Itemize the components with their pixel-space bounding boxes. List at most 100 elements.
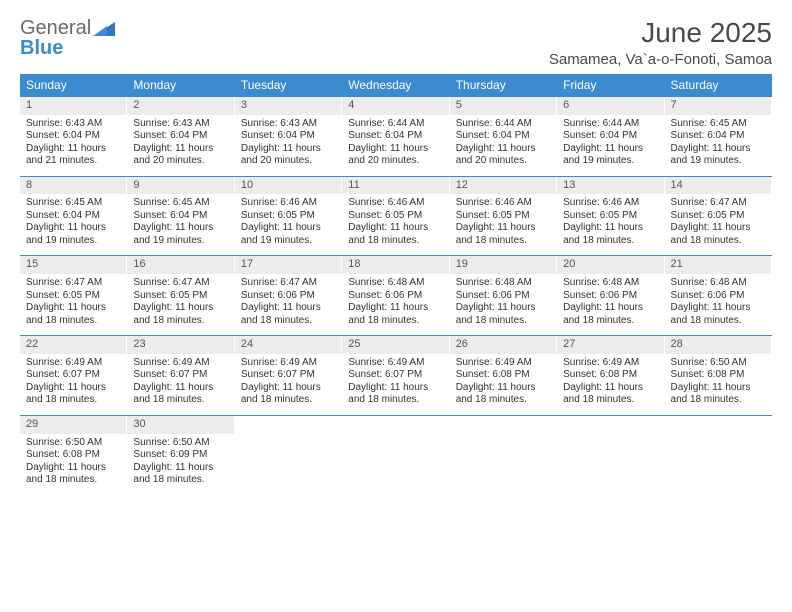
sunset-text: Sunset: 6:06 PM xyxy=(563,290,658,303)
sunset-text: Sunset: 6:05 PM xyxy=(241,210,336,223)
day-content: Sunrise: 6:49 AMSunset: 6:08 PMDaylight:… xyxy=(450,354,557,415)
daylight-text: Daylight: 11 hours xyxy=(456,143,551,156)
daylight-text: and 18 minutes. xyxy=(456,235,551,248)
sunset-text: Sunset: 6:08 PM xyxy=(456,369,551,382)
dow-header: Tuesday xyxy=(235,74,342,97)
daylight-text: and 18 minutes. xyxy=(26,315,121,328)
day-content: Sunrise: 6:45 AMSunset: 6:04 PMDaylight:… xyxy=(20,194,127,255)
day-cell: 22Sunrise: 6:49 AMSunset: 6:07 PMDayligh… xyxy=(20,336,127,416)
sunset-text: Sunset: 6:04 PM xyxy=(671,130,766,143)
day-content: Sunrise: 6:50 AMSunset: 6:08 PMDaylight:… xyxy=(20,434,127,495)
day-number: 25 xyxy=(342,336,449,354)
daylight-text: and 20 minutes. xyxy=(456,155,551,168)
day-number: 19 xyxy=(450,256,557,274)
sunset-text: Sunset: 6:08 PM xyxy=(563,369,658,382)
title-block: June 2025 Samamea, Va`a-o-Fonoti, Samoa xyxy=(549,18,772,68)
sunrise-text: Sunrise: 6:48 AM xyxy=(563,277,658,290)
sunrise-text: Sunrise: 6:47 AM xyxy=(133,277,228,290)
sunrise-text: Sunrise: 6:46 AM xyxy=(348,197,443,210)
day-number: 26 xyxy=(450,336,557,354)
sunrise-text: Sunrise: 6:47 AM xyxy=(241,277,336,290)
day-content: Sunrise: 6:46 AMSunset: 6:05 PMDaylight:… xyxy=(342,194,449,255)
day-content: Sunrise: 6:49 AMSunset: 6:07 PMDaylight:… xyxy=(235,354,342,415)
sunrise-text: Sunrise: 6:47 AM xyxy=(26,277,121,290)
day-cell: 23Sunrise: 6:49 AMSunset: 6:07 PMDayligh… xyxy=(127,336,234,416)
day-cell: 27Sunrise: 6:49 AMSunset: 6:08 PMDayligh… xyxy=(557,336,664,416)
day-cell: 29Sunrise: 6:50 AMSunset: 6:08 PMDayligh… xyxy=(20,415,127,494)
daylight-text: Daylight: 11 hours xyxy=(563,222,658,235)
day-number: 14 xyxy=(665,177,772,195)
daylight-text: Daylight: 11 hours xyxy=(348,382,443,395)
day-number-empty xyxy=(342,416,449,434)
daylight-text: Daylight: 11 hours xyxy=(133,222,228,235)
daylight-text: and 18 minutes. xyxy=(26,474,121,487)
day-cell: 21Sunrise: 6:48 AMSunset: 6:06 PMDayligh… xyxy=(665,256,772,336)
day-content: Sunrise: 6:48 AMSunset: 6:06 PMDaylight:… xyxy=(450,274,557,335)
daylight-text: and 18 minutes. xyxy=(133,474,228,487)
sunset-text: Sunset: 6:04 PM xyxy=(26,210,121,223)
day-number: 8 xyxy=(20,177,127,195)
day-of-week-row: Sunday Monday Tuesday Wednesday Thursday… xyxy=(20,74,772,97)
daylight-text: Daylight: 11 hours xyxy=(563,143,658,156)
daylight-text: and 18 minutes. xyxy=(348,235,443,248)
day-number: 5 xyxy=(450,97,557,115)
day-content: Sunrise: 6:50 AMSunset: 6:08 PMDaylight:… xyxy=(665,354,772,415)
day-number: 18 xyxy=(342,256,449,274)
dow-header: Wednesday xyxy=(342,74,449,97)
sunrise-text: Sunrise: 6:43 AM xyxy=(26,118,121,131)
day-number: 2 xyxy=(127,97,234,115)
sunrise-text: Sunrise: 6:48 AM xyxy=(671,277,766,290)
daylight-text: Daylight: 11 hours xyxy=(348,222,443,235)
day-number-empty xyxy=(557,416,664,434)
day-number: 22 xyxy=(20,336,127,354)
daylight-text: and 18 minutes. xyxy=(671,394,766,407)
day-content: Sunrise: 6:49 AMSunset: 6:07 PMDaylight:… xyxy=(20,354,127,415)
day-number-empty xyxy=(665,416,772,434)
sunrise-text: Sunrise: 6:50 AM xyxy=(671,357,766,370)
daylight-text: Daylight: 11 hours xyxy=(133,462,228,475)
daylight-text: Daylight: 11 hours xyxy=(563,302,658,315)
week-row: 15Sunrise: 6:47 AMSunset: 6:05 PMDayligh… xyxy=(20,256,772,336)
daylight-text: and 19 minutes. xyxy=(241,235,336,248)
day-number: 17 xyxy=(235,256,342,274)
daylight-text: Daylight: 11 hours xyxy=(456,302,551,315)
day-cell: 1Sunrise: 6:43 AMSunset: 6:04 PMDaylight… xyxy=(20,96,127,176)
day-cell xyxy=(557,415,664,494)
day-cell xyxy=(235,415,342,494)
sunrise-text: Sunrise: 6:49 AM xyxy=(26,357,121,370)
day-cell: 30Sunrise: 6:50 AMSunset: 6:09 PMDayligh… xyxy=(127,415,234,494)
dow-header: Monday xyxy=(127,74,234,97)
day-content: Sunrise: 6:43 AMSunset: 6:04 PMDaylight:… xyxy=(235,115,342,176)
day-number-empty xyxy=(235,416,342,434)
sunrise-text: Sunrise: 6:48 AM xyxy=(456,277,551,290)
day-cell: 3Sunrise: 6:43 AMSunset: 6:04 PMDaylight… xyxy=(235,96,342,176)
week-row: 22Sunrise: 6:49 AMSunset: 6:07 PMDayligh… xyxy=(20,336,772,416)
day-cell: 12Sunrise: 6:46 AMSunset: 6:05 PMDayligh… xyxy=(450,176,557,256)
daylight-text: and 21 minutes. xyxy=(26,155,121,168)
sunrise-text: Sunrise: 6:49 AM xyxy=(133,357,228,370)
header: General Blue June 2025 Samamea, Va`a-o-F… xyxy=(20,18,772,68)
day-number: 10 xyxy=(235,177,342,195)
day-number: 24 xyxy=(235,336,342,354)
sunset-text: Sunset: 6:04 PM xyxy=(348,130,443,143)
day-content: Sunrise: 6:46 AMSunset: 6:05 PMDaylight:… xyxy=(235,194,342,255)
daylight-text: Daylight: 11 hours xyxy=(26,302,121,315)
sunset-text: Sunset: 6:04 PM xyxy=(133,130,228,143)
daylight-text: Daylight: 11 hours xyxy=(671,222,766,235)
day-number: 21 xyxy=(665,256,772,274)
day-content: Sunrise: 6:46 AMSunset: 6:05 PMDaylight:… xyxy=(450,194,557,255)
daylight-text: Daylight: 11 hours xyxy=(133,143,228,156)
day-number: 30 xyxy=(127,416,234,434)
day-content: Sunrise: 6:49 AMSunset: 6:07 PMDaylight:… xyxy=(127,354,234,415)
day-number: 15 xyxy=(20,256,127,274)
sunset-text: Sunset: 6:05 PM xyxy=(133,290,228,303)
day-number: 7 xyxy=(665,97,772,115)
day-number: 3 xyxy=(235,97,342,115)
sunrise-text: Sunrise: 6:44 AM xyxy=(563,118,658,131)
daylight-text: Daylight: 11 hours xyxy=(26,143,121,156)
daylight-text: Daylight: 11 hours xyxy=(348,143,443,156)
sunrise-text: Sunrise: 6:44 AM xyxy=(456,118,551,131)
day-cell: 28Sunrise: 6:50 AMSunset: 6:08 PMDayligh… xyxy=(665,336,772,416)
day-cell xyxy=(450,415,557,494)
daylight-text: and 18 minutes. xyxy=(241,315,336,328)
